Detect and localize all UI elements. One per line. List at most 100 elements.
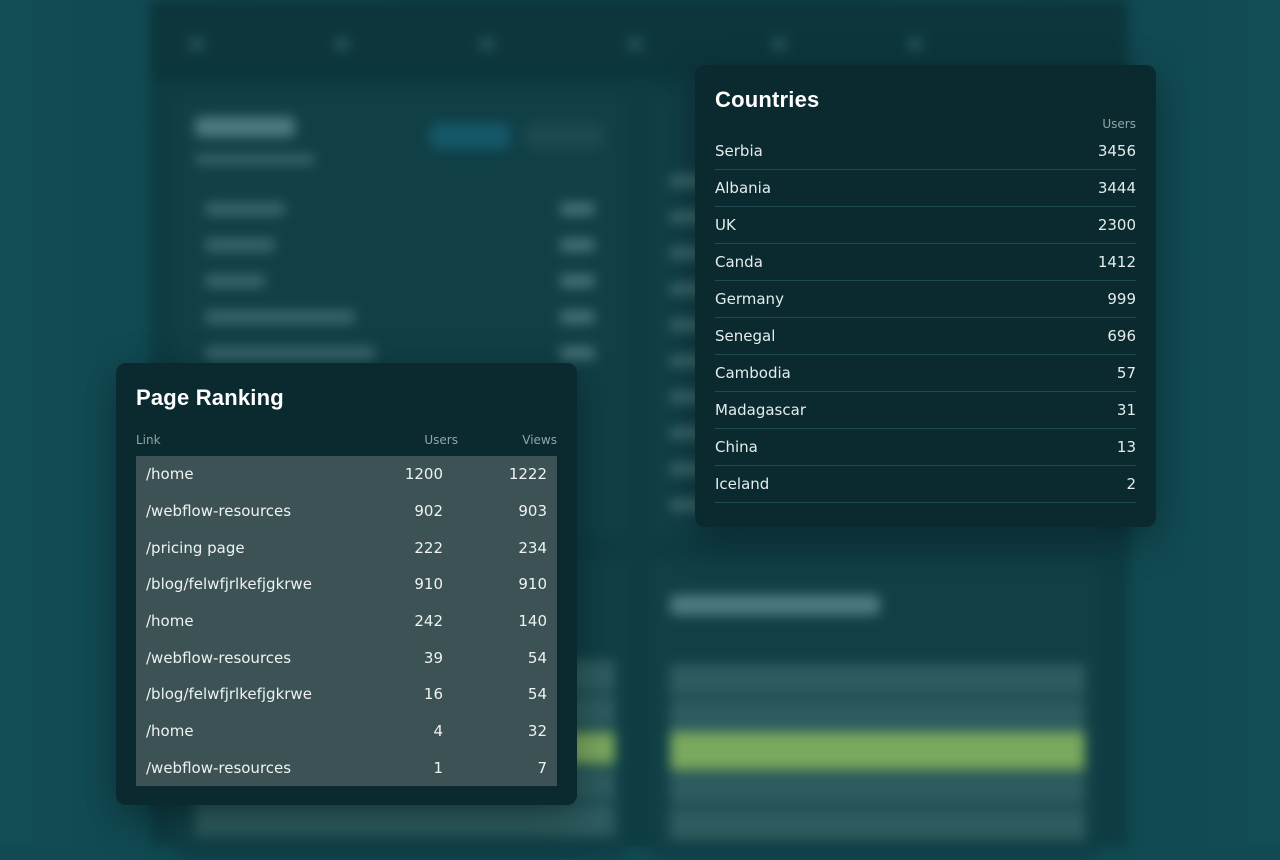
country-name: Canda (715, 253, 763, 271)
blurred-nav-icon (628, 38, 642, 50)
blurred-row (560, 239, 595, 251)
blurred-row (670, 700, 1085, 732)
row-views: 32 (527, 722, 547, 741)
country-name: Senegal (715, 327, 776, 345)
country-name: UK (715, 216, 736, 234)
country-users: 2 (1126, 475, 1136, 493)
country-row[interactable]: Albania 3444 (715, 170, 1136, 207)
country-row[interactable]: Iceland 2 (715, 466, 1136, 503)
row-users: 1 (433, 758, 443, 777)
blurred-row (560, 347, 595, 359)
country-row[interactable]: China 13 (715, 429, 1136, 466)
country-users: 57 (1116, 364, 1136, 382)
row-users: 16 (423, 685, 443, 704)
table-row[interactable]: /blog/felwfjrlkefjgkrwe 16 54 (136, 676, 557, 713)
blurred-row (670, 808, 1085, 840)
row-views: 1222 (508, 465, 547, 484)
row-link[interactable]: /pricing page (146, 538, 245, 557)
country-users: 13 (1116, 438, 1136, 456)
country-row[interactable]: Senegal 696 (715, 318, 1136, 355)
country-name: Serbia (715, 142, 763, 160)
row-link[interactable]: /home (146, 612, 194, 631)
row-link[interactable]: /home (146, 465, 194, 484)
table-row[interactable]: /home 242 140 (136, 603, 557, 640)
row-link[interactable]: /webflow-resources (146, 648, 292, 667)
blurred-row (670, 772, 1085, 804)
country-row[interactable]: UK 2300 (715, 207, 1136, 244)
row-users: 910 (414, 575, 443, 594)
country-users: 3456 (1097, 142, 1136, 160)
column-header-views: Views (522, 433, 557, 447)
row-link[interactable]: /webflow-resources (146, 502, 292, 521)
blurred-row (205, 239, 275, 251)
blurred-nav-icon (190, 38, 204, 50)
blurred-row (560, 203, 595, 215)
row-link[interactable]: /home (146, 722, 194, 741)
country-name: Cambodia (715, 364, 791, 382)
row-views: 903 (518, 502, 547, 521)
row-users: 902 (414, 502, 443, 521)
country-users: 31 (1116, 401, 1136, 419)
countries-card: Countries Users Serbia 3456 Albania 3444 U… (695, 65, 1156, 527)
blurred-card (650, 560, 1100, 860)
country-row[interactable]: Madagascar 31 (715, 392, 1136, 429)
blurred-nav-icon (908, 38, 922, 50)
table-row[interactable]: /webflow-resources 902 903 (136, 493, 557, 530)
blurred-tab (525, 123, 605, 149)
row-views: 7 (537, 758, 547, 777)
page-ranking-table: /home 1200 1222 /webflow-resources 902 903 /… (136, 456, 557, 786)
country-users: 696 (1107, 327, 1136, 345)
blurred-nav-icon (480, 38, 494, 50)
country-users: 3444 (1097, 179, 1136, 197)
country-row[interactable]: Canda 1412 (715, 244, 1136, 281)
blurred-subtitle (195, 155, 315, 164)
row-users: 242 (414, 612, 443, 631)
country-name: Germany (715, 290, 784, 308)
country-row[interactable]: Germany 999 (715, 281, 1136, 318)
countries-list: Serbia 3456 Albania 3444 UK 2300 Canda 1412 … (715, 133, 1136, 503)
row-users: 1200 (404, 465, 443, 484)
blurred-row (560, 275, 595, 287)
blurred-row (670, 664, 1085, 696)
table-row[interactable]: /home 4 32 (136, 713, 557, 750)
table-row[interactable]: /webflow-resources 39 54 (136, 639, 557, 676)
country-users: 999 (1107, 290, 1136, 308)
blurred-tab (430, 123, 510, 149)
countries-users-header: Users (1102, 117, 1136, 131)
column-header-link: Link (136, 433, 161, 447)
country-row[interactable]: Cambodia 57 (715, 355, 1136, 392)
row-users: 222 (414, 538, 443, 557)
country-users: 2300 (1097, 216, 1136, 234)
blurred-row-highlight (670, 732, 1085, 770)
blurred-row (205, 275, 265, 287)
blurred-row (560, 311, 595, 323)
blurred-nav-icon (772, 38, 786, 50)
blurred-nav-icon (335, 38, 349, 50)
column-header-users: Users (424, 433, 458, 447)
table-row[interactable]: /webflow-resources 1 7 (136, 750, 557, 787)
country-name: China (715, 438, 758, 456)
row-link[interactable]: /blog/felwfjrlkefjgkrwe (146, 685, 312, 704)
page-ranking-card: Page Ranking Link Users Views /home 1200 1… (116, 363, 577, 805)
table-row[interactable]: /blog/felwfjrlkefjgkrwe 910 910 (136, 566, 557, 603)
table-row[interactable]: /home 1200 1222 (136, 456, 557, 493)
blurred-title (670, 595, 880, 615)
table-row[interactable]: /pricing page 222 234 (136, 529, 557, 566)
row-link[interactable]: /webflow-resources (146, 758, 292, 777)
row-users: 4 (433, 722, 443, 741)
country-name: Albania (715, 179, 772, 197)
blurred-row (205, 203, 285, 215)
row-link[interactable]: /blog/felwfjrlkefjgkrwe (146, 575, 312, 594)
countries-title: Countries (715, 87, 820, 112)
blurred-title (195, 117, 295, 137)
country-name: Iceland (715, 475, 770, 493)
country-row[interactable]: Serbia 3456 (715, 133, 1136, 170)
blurred-row (205, 347, 375, 359)
row-users: 39 (423, 648, 443, 667)
blurred-row (195, 804, 615, 836)
row-views: 54 (527, 648, 547, 667)
country-name: Madagascar (715, 401, 806, 419)
row-views: 910 (518, 575, 547, 594)
row-views: 234 (518, 538, 547, 557)
country-users: 1412 (1097, 253, 1136, 271)
